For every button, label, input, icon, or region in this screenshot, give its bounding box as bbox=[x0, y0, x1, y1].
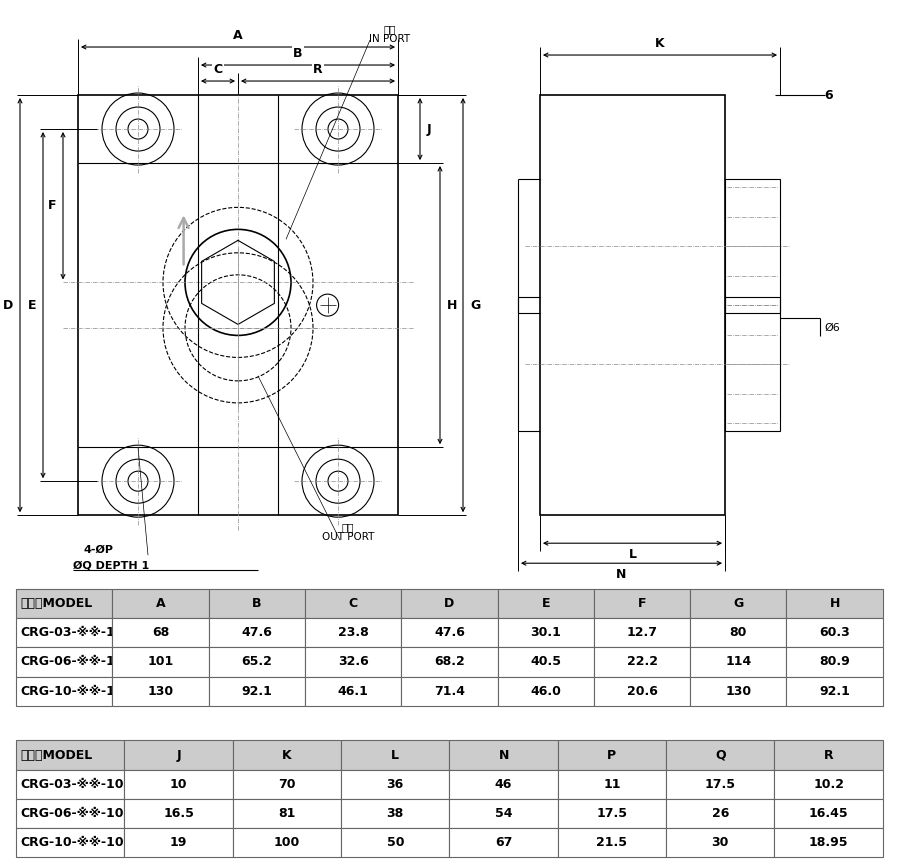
Text: H: H bbox=[447, 299, 457, 312]
Text: 6: 6 bbox=[824, 88, 832, 101]
Text: D: D bbox=[3, 299, 13, 312]
Text: L: L bbox=[629, 548, 637, 561]
Text: F: F bbox=[48, 199, 56, 212]
Text: G: G bbox=[470, 299, 480, 312]
Bar bbox=[725, 179, 780, 313]
Text: IN PORT: IN PORT bbox=[369, 34, 410, 44]
Text: C: C bbox=[214, 63, 223, 76]
Text: Ø6: Ø6 bbox=[824, 323, 840, 333]
Bar bbox=[78, 95, 398, 515]
Text: R: R bbox=[313, 63, 322, 76]
Bar bbox=[725, 297, 780, 431]
Text: ØQ DEPTH 1: ØQ DEPTH 1 bbox=[73, 560, 149, 570]
Text: A: A bbox=[233, 29, 242, 42]
Text: 出口: 出口 bbox=[342, 522, 354, 533]
Bar bbox=[540, 95, 725, 515]
Text: E: E bbox=[28, 299, 36, 312]
Text: 入口: 入口 bbox=[383, 24, 396, 34]
Text: 4-ØP: 4-ØP bbox=[83, 546, 113, 555]
Text: K: K bbox=[656, 37, 665, 50]
Text: B: B bbox=[294, 47, 303, 60]
Text: OUT PORT: OUT PORT bbox=[321, 533, 374, 542]
Text: J: J bbox=[427, 123, 432, 136]
Text: N: N bbox=[616, 568, 627, 581]
